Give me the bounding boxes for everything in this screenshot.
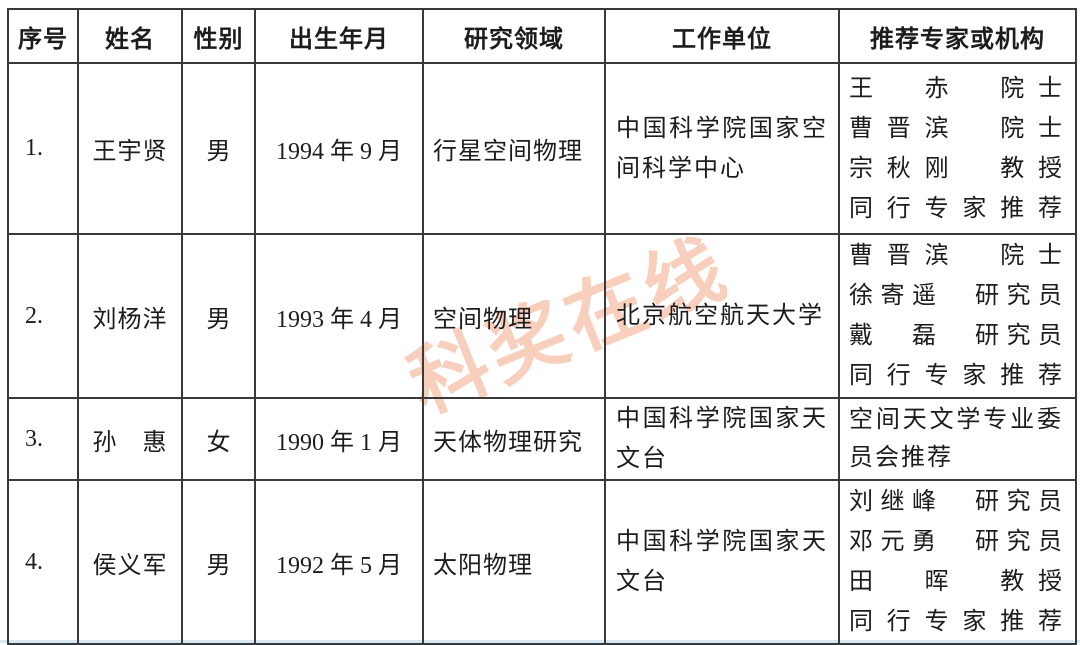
- cell-organization: 北京航空航天大学: [604, 233, 840, 399]
- applicants-table: 序号 姓名 性别 出生年月 研究领域 工作单位 推荐专家或机构 1. 王宇贤 男…: [7, 8, 1077, 645]
- recommender-line: 同行专家推荐: [849, 609, 1063, 635]
- header-cell-no: 序号: [7, 8, 79, 64]
- cell-no: 3.: [7, 397, 79, 481]
- header-cell-field: 研究领域: [422, 8, 606, 64]
- recommender-line: 曹晋滨 院士: [849, 243, 1063, 269]
- header-cell-name: 姓名: [77, 8, 183, 64]
- cell-birth: 1990 年 1 月: [254, 397, 424, 481]
- recommender-line: 宗秋刚 教授: [849, 155, 1063, 182]
- header-cell-recommenders: 推荐专家或机构: [838, 8, 1077, 64]
- cell-birth: 1993 年 4 月: [254, 233, 424, 399]
- cell-name: 孙 惠: [77, 397, 183, 481]
- cell-name: 刘杨洋: [77, 233, 183, 399]
- table-row: 1. 王宇贤 男 1994 年 9 月 行星空间物理 中国科学院国家空间科学中心…: [7, 62, 1077, 235]
- recommender-line: 空间天文学专业委员会推荐: [849, 407, 1063, 471]
- cell-recommenders: 王 赤 院士 曹晋滨 院士 宗秋刚 教授 同行专家推荐: [838, 62, 1077, 235]
- header-row: 序号 姓名 性别 出生年月 研究领域 工作单位 推荐专家或机构: [7, 8, 1077, 64]
- recommender-line: 田 晖 教授: [849, 569, 1063, 595]
- recommender-line: 曹晋滨 院士: [849, 115, 1063, 142]
- cell-recommenders: 空间天文学专业委员会推荐: [838, 397, 1077, 481]
- cell-field: 天体物理研究: [422, 397, 606, 481]
- table-row: 3. 孙 惠 女 1990 年 1 月 天体物理研究 中国科学院国家天文台 空间…: [7, 397, 1077, 481]
- recommender-line: 王 赤 院士: [849, 75, 1063, 102]
- header-cell-birth: 出生年月: [254, 8, 424, 64]
- cell-organization: 中国科学院国家天文台: [604, 397, 840, 481]
- recommender-line: 邓元勇 研究员: [849, 529, 1063, 555]
- recommender-line: 同行专家推荐: [849, 363, 1063, 389]
- cell-birth: 1994 年 9 月: [254, 62, 424, 235]
- recommender-line: 徐寄遥 研究员: [849, 283, 1063, 309]
- cell-field: 行星空间物理: [422, 62, 606, 235]
- recommender-line: 刘继峰 研究员: [849, 489, 1063, 515]
- cell-organization: 中国科学院国家空间科学中心: [604, 62, 840, 235]
- cell-recommenders: 曹晋滨 院士 徐寄遥 研究员 戴 磊 研究员 同行专家推荐: [838, 233, 1077, 399]
- cell-organization: 中国科学院国家天文台: [604, 479, 840, 645]
- cell-name: 王宇贤: [77, 62, 183, 235]
- cell-name: 侯义军: [77, 479, 183, 645]
- cell-gender: 女: [181, 397, 256, 481]
- cell-field: 空间物理: [422, 233, 606, 399]
- recommender-line: 同行专家推荐: [849, 195, 1063, 222]
- header-cell-organization: 工作单位: [604, 8, 840, 64]
- cell-birth: 1992 年 5 月: [254, 479, 424, 645]
- cell-gender: 男: [181, 479, 256, 645]
- cell-gender: 男: [181, 233, 256, 399]
- table-row: 4. 侯义军 男 1992 年 5 月 太阳物理 中国科学院国家天文台 刘继峰 …: [7, 479, 1077, 645]
- cell-no: 4.: [7, 479, 79, 645]
- cell-no: 2.: [7, 233, 79, 399]
- cell-field: 太阳物理: [422, 479, 606, 645]
- header-cell-gender: 性别: [181, 8, 256, 64]
- recommender-line: 戴 磊 研究员: [849, 323, 1063, 349]
- cell-recommenders: 刘继峰 研究员 邓元勇 研究员 田 晖 教授 同行专家推荐: [838, 479, 1077, 645]
- cell-gender: 男: [181, 62, 256, 235]
- cell-no: 1.: [7, 62, 79, 235]
- table-row: 2. 刘杨洋 男 1993 年 4 月 空间物理 北京航空航天大学 曹晋滨 院士…: [7, 233, 1077, 399]
